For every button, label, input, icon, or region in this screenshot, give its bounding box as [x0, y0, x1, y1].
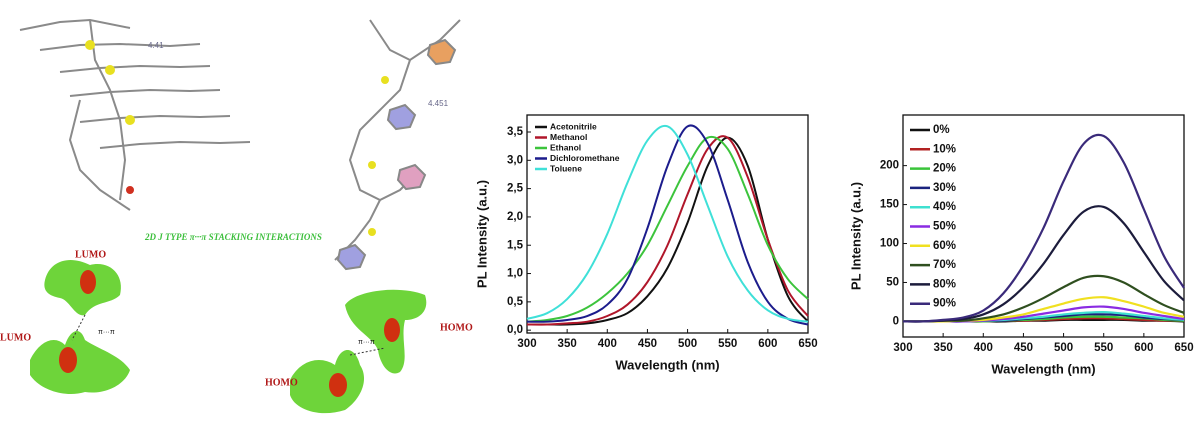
- y-tick-label: 2,0: [507, 211, 523, 223]
- x-tick-label: 550: [718, 338, 737, 350]
- x-tick-label: 300: [893, 342, 912, 354]
- legend-label: 0%: [933, 124, 950, 136]
- x-tick-label: 400: [598, 338, 617, 350]
- series-line: [526, 135, 809, 326]
- y-tick-label: 0: [893, 315, 899, 327]
- legend-label: Ethanol: [550, 142, 581, 152]
- y-tick-label: 0,5: [507, 296, 524, 308]
- x-tick-label: 650: [1174, 342, 1193, 354]
- y-tick-label: 2,5: [507, 183, 524, 195]
- x-tick-label: 500: [1054, 342, 1073, 354]
- y-tick-label: 50: [886, 277, 899, 289]
- x-tick-label: 600: [758, 338, 777, 350]
- x-tick-label: 450: [638, 338, 657, 350]
- y-tick-label: 1,0: [507, 268, 523, 280]
- legend-label: Methanol: [550, 132, 587, 142]
- series-line: [526, 135, 809, 323]
- plot-frame: [902, 114, 1185, 338]
- orbital-label: HOMO: [265, 377, 298, 388]
- legend-label: 60%: [933, 240, 956, 252]
- legend-label: 10%: [933, 143, 956, 155]
- orbital-label: LUMO: [0, 332, 31, 343]
- interaction-label: π···π: [98, 329, 115, 336]
- y-tick-label: 3,0: [507, 154, 523, 166]
- legend-label: Toluene: [550, 163, 582, 173]
- y-tick-label: 0,0: [507, 324, 523, 336]
- series-line: [526, 124, 809, 323]
- interaction-label: π···π: [358, 339, 375, 346]
- y-tick-label: 150: [880, 199, 899, 211]
- illustration-caption: 2D J TYPE π···π STACKING INTERACTIONS: [144, 232, 322, 242]
- legend-label: Dichloromethane: [550, 153, 620, 163]
- x-tick-label: 400: [974, 342, 993, 354]
- legend-label: 40%: [933, 201, 956, 213]
- x-tick-label: 650: [798, 338, 817, 350]
- legend-label: 50%: [933, 221, 956, 233]
- x-tick-label: 450: [1014, 342, 1033, 354]
- legend-label: 20%: [933, 163, 956, 175]
- y-axis-title: PL Intensity (a.u.): [474, 180, 489, 288]
- legend-label: Acetonitrile: [550, 121, 597, 131]
- y-tick-label: 3,5: [507, 126, 524, 138]
- plot-frame: [526, 114, 809, 334]
- x-tick-label: 600: [1134, 342, 1153, 354]
- legend-label: 30%: [933, 182, 956, 194]
- orbital-label: LUMO: [75, 249, 106, 260]
- y-tick-label: 100: [880, 238, 899, 250]
- legend-label: 90%: [933, 298, 956, 310]
- legend-label: 70%: [933, 259, 956, 271]
- y-tick-label: 1,5: [507, 239, 524, 251]
- distance-label: 4.41: [148, 41, 164, 50]
- orbital-surfaces: [30, 260, 427, 414]
- series-line: [526, 124, 809, 326]
- series-line: [902, 133, 1185, 323]
- legend-label: 80%: [933, 278, 956, 290]
- x-tick-label: 550: [1094, 342, 1113, 354]
- x-tick-label: 350: [934, 342, 953, 354]
- y-axis-title: PL Intensity (a.u.): [848, 182, 863, 290]
- y-tick-label: 200: [880, 160, 899, 172]
- x-axis-title: Wavelength (nm): [991, 361, 1095, 376]
- distance-label: 4.451: [428, 99, 449, 108]
- stacked-molecules: [19, 18, 461, 271]
- x-axis-title: Wavelength (nm): [615, 357, 719, 372]
- molecular-illustration: 4.41 4.451 2D J TYPE π···π STACKING INTE…: [0, 18, 473, 414]
- orbital-label: HOMO: [440, 322, 473, 333]
- x-tick-label: 500: [678, 338, 697, 350]
- x-tick-label: 350: [558, 338, 577, 350]
- x-tick-label: 300: [517, 338, 536, 350]
